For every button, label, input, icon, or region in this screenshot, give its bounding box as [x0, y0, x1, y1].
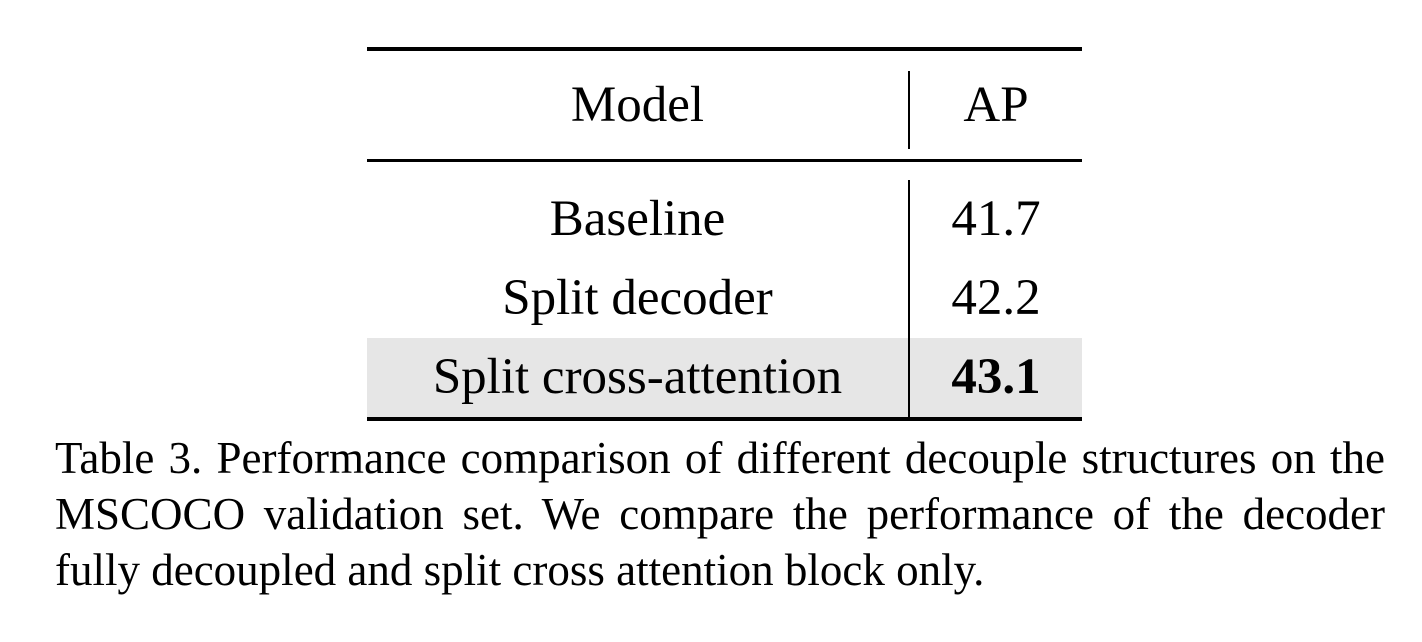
row-ap: 41.7: [951, 191, 1041, 247]
results-table: Model AP Baseline 41.7 Split decoder 42.…: [367, 47, 1082, 421]
row-ap: 42.2: [951, 270, 1041, 326]
row-model: Split decoder: [502, 270, 773, 326]
table-row: Baseline 41.7: [367, 180, 1082, 259]
row-model: Split cross-attention: [432, 349, 843, 405]
row-ap-best: 43.1: [951, 349, 1041, 405]
column-separator: [908, 259, 910, 338]
column-separator: [908, 71, 910, 149]
table-mid-rule: [367, 159, 1082, 162]
column-separator: [908, 180, 910, 259]
table-top-rule: [367, 47, 1082, 51]
header-ap: AP: [963, 76, 1029, 133]
table-row: Split decoder 42.2: [367, 259, 1082, 338]
table-caption: Table 3. Performance comparison of diffe…: [55, 433, 1385, 595]
row-model: Baseline: [549, 191, 726, 247]
table-bottom-rule: [367, 417, 1082, 421]
column-separator: [908, 338, 910, 417]
header-model: Model: [570, 76, 705, 133]
table-body: Baseline 41.7 Split decoder 42.2 Split c…: [367, 162, 1082, 417]
table-header-row: Model AP: [367, 51, 1082, 159]
table-row-highlighted: Split cross-attention 43.1: [367, 338, 1082, 417]
